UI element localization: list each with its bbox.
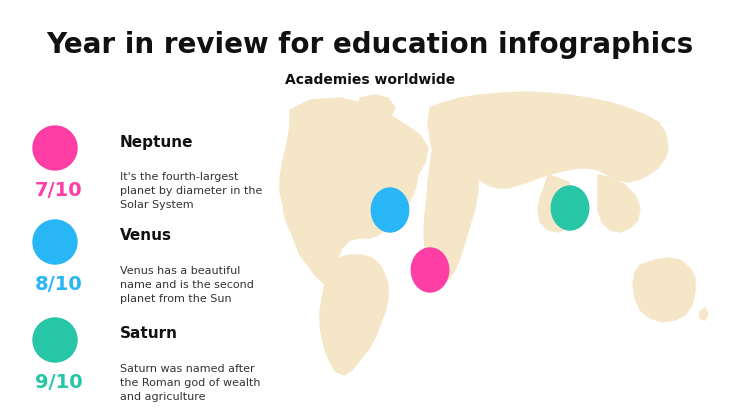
- Ellipse shape: [551, 186, 589, 230]
- Text: It's the fourth-largest
planet by diameter in the
Solar System: It's the fourth-largest planet by diamet…: [120, 172, 263, 210]
- Polygon shape: [320, 255, 388, 375]
- Polygon shape: [633, 258, 695, 322]
- Polygon shape: [598, 175, 640, 232]
- Ellipse shape: [411, 248, 448, 292]
- Polygon shape: [430, 92, 668, 188]
- Text: Saturn was named after
the Roman god of wealth
and agriculture: Saturn was named after the Roman god of …: [120, 364, 260, 402]
- Polygon shape: [358, 95, 395, 122]
- Text: Year in review for education infographics: Year in review for education infographic…: [47, 31, 693, 59]
- Ellipse shape: [371, 188, 408, 232]
- Text: Saturn: Saturn: [120, 327, 178, 342]
- Polygon shape: [654, 145, 668, 162]
- Text: Academies worldwide: Academies worldwide: [285, 73, 455, 87]
- Polygon shape: [538, 175, 578, 232]
- Text: Neptune: Neptune: [120, 134, 193, 149]
- Polygon shape: [280, 98, 428, 290]
- Polygon shape: [428, 100, 482, 155]
- Text: Venus has a beautiful
name and is the second
planet from the Sun: Venus has a beautiful name and is the se…: [120, 266, 254, 304]
- Text: 9/10: 9/10: [35, 372, 83, 391]
- Text: Venus: Venus: [120, 228, 172, 243]
- Circle shape: [33, 126, 77, 170]
- Text: 7/10: 7/10: [35, 181, 83, 200]
- Circle shape: [33, 220, 77, 264]
- Text: 8/10: 8/10: [35, 275, 83, 294]
- Polygon shape: [424, 148, 478, 282]
- Circle shape: [33, 318, 77, 362]
- Polygon shape: [700, 308, 708, 320]
